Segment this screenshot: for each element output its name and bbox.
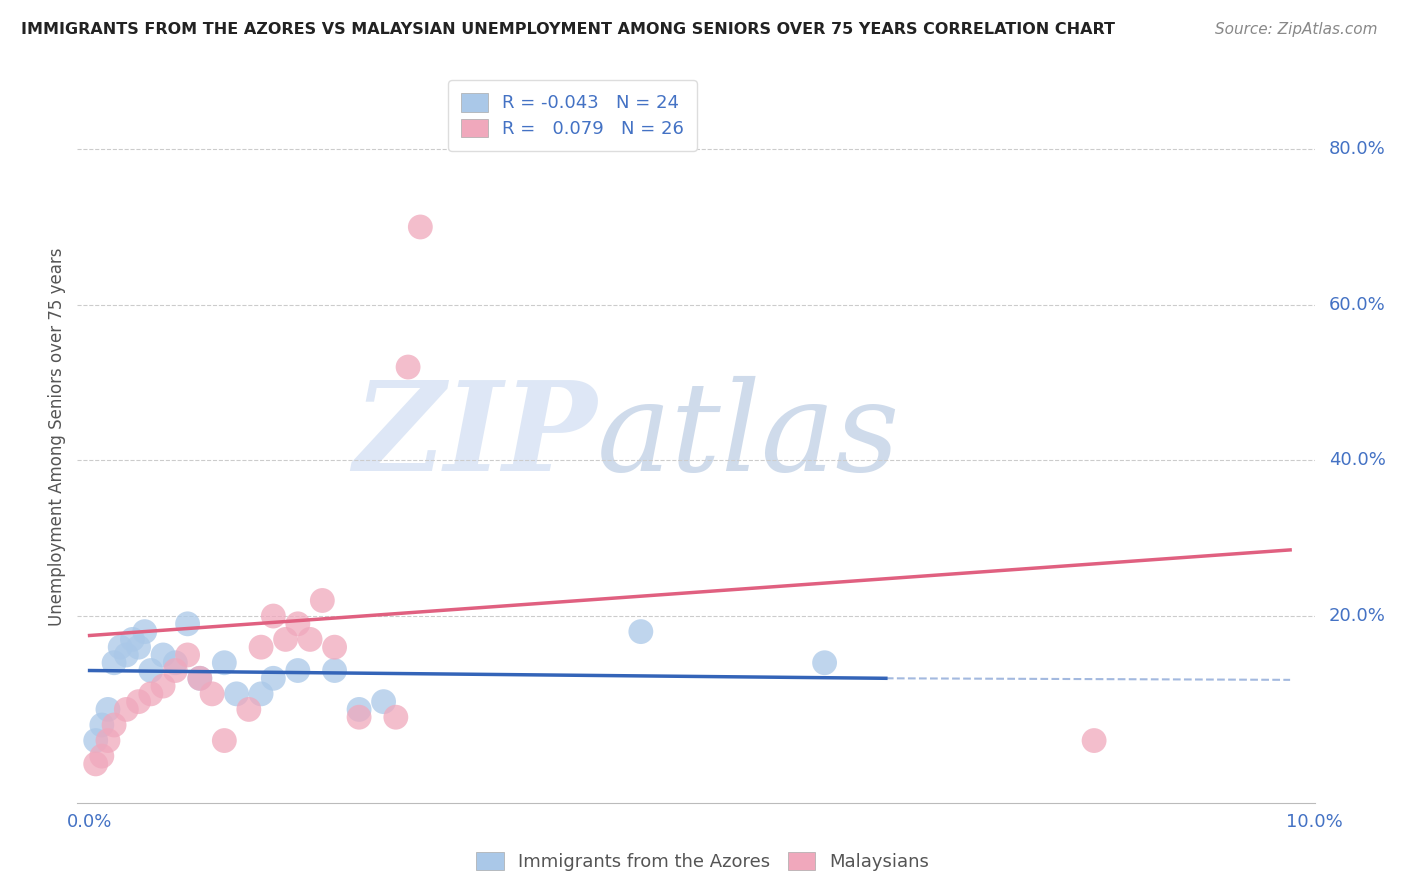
- Text: atlas: atlas: [598, 376, 900, 498]
- Point: [188, 671, 211, 685]
- Point: [128, 640, 150, 655]
- Point: [262, 671, 284, 685]
- Point: [103, 718, 125, 732]
- Point: [176, 616, 198, 631]
- Point: [108, 640, 131, 655]
- Point: [347, 702, 370, 716]
- Point: [250, 687, 273, 701]
- Point: [214, 733, 236, 747]
- Point: [188, 671, 211, 685]
- Point: [287, 616, 309, 631]
- Point: [97, 733, 120, 747]
- Y-axis label: Unemployment Among Seniors over 75 years: Unemployment Among Seniors over 75 years: [48, 248, 66, 626]
- Point: [152, 648, 174, 662]
- Point: [90, 718, 112, 732]
- Text: Source: ZipAtlas.com: Source: ZipAtlas.com: [1215, 22, 1378, 37]
- Point: [274, 632, 297, 647]
- Text: IMMIGRANTS FROM THE AZORES VS MALAYSIAN UNEMPLOYMENT AMONG SENIORS OVER 75 YEARS: IMMIGRANTS FROM THE AZORES VS MALAYSIAN …: [21, 22, 1115, 37]
- Point: [409, 219, 432, 234]
- Point: [128, 695, 150, 709]
- Point: [225, 687, 247, 701]
- Text: 80.0%: 80.0%: [1329, 140, 1385, 158]
- Point: [152, 679, 174, 693]
- Point: [214, 656, 236, 670]
- Point: [84, 733, 107, 747]
- Point: [90, 749, 112, 764]
- Point: [201, 687, 224, 701]
- Point: [385, 710, 408, 724]
- Point: [299, 632, 322, 647]
- Text: ZIP: ZIP: [353, 376, 598, 498]
- Point: [176, 648, 198, 662]
- Point: [139, 664, 162, 678]
- Point: [262, 609, 284, 624]
- Point: [347, 710, 370, 724]
- Point: [139, 687, 162, 701]
- Text: 60.0%: 60.0%: [1329, 296, 1385, 314]
- Point: [134, 624, 156, 639]
- Point: [323, 640, 346, 655]
- Point: [396, 359, 419, 374]
- Point: [323, 664, 346, 678]
- Point: [97, 702, 120, 716]
- Point: [373, 695, 395, 709]
- Point: [630, 624, 652, 639]
- Point: [311, 593, 333, 607]
- Legend: Immigrants from the Azores, Malaysians: Immigrants from the Azores, Malaysians: [470, 845, 936, 879]
- Legend: R = -0.043   N = 24, R =   0.079   N = 26: R = -0.043 N = 24, R = 0.079 N = 26: [449, 80, 696, 151]
- Point: [165, 664, 187, 678]
- Point: [165, 656, 187, 670]
- Text: 20.0%: 20.0%: [1329, 607, 1385, 625]
- Point: [103, 656, 125, 670]
- Point: [84, 756, 107, 771]
- Point: [1083, 733, 1105, 747]
- Point: [287, 664, 309, 678]
- Point: [115, 648, 138, 662]
- Point: [250, 640, 273, 655]
- Point: [238, 702, 260, 716]
- Point: [813, 656, 835, 670]
- Text: 40.0%: 40.0%: [1329, 451, 1385, 469]
- Point: [115, 702, 138, 716]
- Point: [121, 632, 143, 647]
